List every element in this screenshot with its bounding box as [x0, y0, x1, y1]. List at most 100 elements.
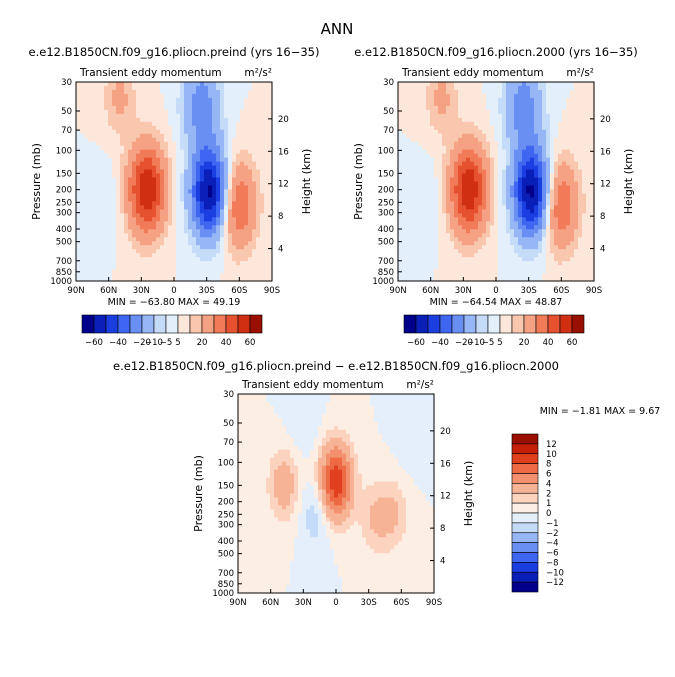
field-cell — [414, 177, 419, 183]
field-cell — [208, 97, 213, 103]
field-cell — [426, 177, 431, 183]
field-cell — [558, 213, 563, 218]
field-cell — [220, 82, 225, 87]
field-cell — [554, 121, 559, 127]
field-cell — [402, 121, 407, 127]
field-cell — [434, 113, 439, 119]
field-cell — [84, 205, 89, 210]
field-cell — [232, 181, 237, 187]
field-cell — [112, 197, 117, 202]
field-cell — [260, 85, 265, 91]
field-cell — [212, 225, 217, 230]
field-cell — [566, 245, 571, 250]
field-cell — [574, 265, 579, 270]
field-cell — [212, 85, 217, 91]
field-cell — [216, 157, 221, 163]
field-cell — [558, 189, 563, 195]
field-cell — [196, 105, 201, 111]
field-cell — [478, 273, 483, 278]
field-cell — [470, 101, 475, 107]
field-cell — [80, 93, 85, 99]
field-cell — [478, 209, 483, 214]
field-cell — [426, 173, 431, 179]
field-cell — [204, 105, 209, 111]
field-cell — [426, 237, 431, 242]
field-cell — [220, 177, 225, 183]
field-cell — [510, 233, 515, 238]
field-cell — [76, 161, 81, 167]
field-cell — [164, 253, 169, 258]
field-cell — [566, 141, 571, 147]
field-cell — [228, 157, 233, 163]
field-cell — [418, 117, 423, 123]
field-cell — [446, 173, 451, 179]
field-cell — [128, 137, 133, 143]
field-cell — [482, 141, 487, 147]
field-cell — [554, 225, 559, 230]
field-cell — [240, 113, 245, 119]
field-cell — [124, 257, 129, 262]
field-cell — [176, 93, 181, 99]
field-cell — [514, 217, 519, 222]
field-cell — [482, 121, 487, 127]
field-cell — [466, 165, 471, 171]
field-cell — [538, 157, 543, 163]
field-cell — [112, 161, 117, 167]
field-cell — [518, 133, 523, 139]
field-cell — [76, 185, 81, 191]
field-cell — [558, 93, 563, 99]
field-cell — [514, 233, 519, 238]
field-cell — [80, 233, 85, 238]
field-cell — [482, 89, 487, 95]
field-cell — [204, 201, 209, 206]
field-cell — [398, 205, 403, 210]
field-cell — [204, 245, 209, 250]
field-cell — [418, 233, 423, 238]
field-cell — [550, 121, 555, 127]
field-cell — [264, 269, 269, 274]
field-cell — [506, 245, 511, 250]
field-cell — [148, 161, 153, 167]
field-cell — [196, 181, 201, 187]
field-cell — [534, 229, 539, 234]
field-cell — [426, 161, 431, 167]
field-cell — [172, 173, 177, 179]
field-cell — [172, 89, 177, 95]
field-cell — [184, 165, 189, 171]
field-cell — [128, 193, 133, 199]
field-cell — [558, 161, 563, 167]
field-cell — [196, 157, 201, 163]
field-cell — [462, 177, 467, 183]
field-cell — [216, 173, 221, 179]
field-cell — [454, 229, 459, 234]
field-cell — [220, 125, 225, 131]
field-cell — [80, 241, 85, 246]
field-cell — [268, 82, 273, 87]
field-cell — [534, 173, 539, 179]
field-cell — [224, 229, 229, 234]
field-cell — [116, 93, 121, 99]
field-cell — [554, 237, 559, 242]
field-cell — [426, 277, 431, 282]
field-cell — [88, 101, 93, 107]
field-cell — [220, 141, 225, 147]
field-cell — [164, 213, 169, 218]
field-cell — [454, 125, 459, 131]
field-cell — [406, 165, 411, 171]
field-cell — [232, 82, 237, 87]
field-cell — [490, 221, 495, 226]
field-cell — [550, 185, 555, 191]
field-cell — [120, 245, 125, 250]
field-cell — [172, 149, 177, 155]
field-cell — [566, 149, 571, 155]
field-cell — [486, 229, 491, 234]
field-cell — [148, 269, 153, 274]
field-cell — [422, 133, 427, 139]
field-cell — [506, 217, 511, 222]
field-cell — [220, 193, 225, 199]
field-cell — [438, 273, 443, 278]
field-cell — [204, 169, 209, 175]
field-cell — [224, 161, 229, 167]
field-cell — [100, 173, 105, 179]
field-cell — [148, 189, 153, 195]
